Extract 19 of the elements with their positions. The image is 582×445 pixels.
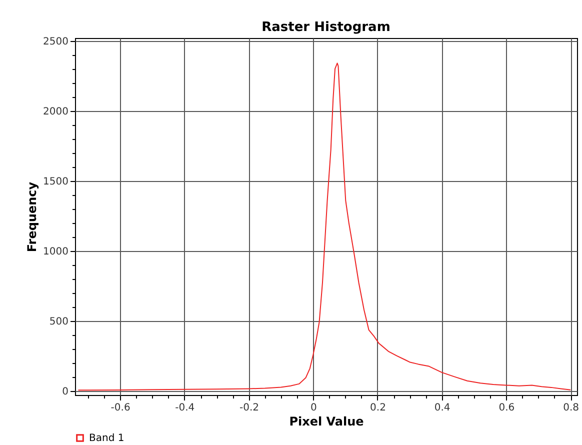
y-tick-label: 1500	[43, 176, 68, 188]
y-tick-label: 0	[62, 386, 68, 398]
legend-label: Band 1	[89, 433, 124, 444]
x-tick-label: 0.8	[563, 402, 580, 414]
y-tick-label: 1000	[43, 246, 68, 258]
x-tick-label: -0.6	[110, 402, 130, 414]
x-tick-label: -0.4	[175, 402, 195, 414]
x-tick-label: 0	[310, 402, 317, 414]
x-axis-title: Pixel Value	[289, 414, 364, 428]
y-axis-title: Frequency	[25, 182, 40, 252]
x-tick-label: 0.6	[498, 402, 515, 414]
y-tick-label: 2000	[43, 106, 68, 118]
x-tick-label: 0.4	[434, 402, 450, 414]
y-tick-label: 500	[49, 316, 68, 328]
y-tick-label: 2500	[43, 36, 68, 48]
x-tick-label: 0.2	[370, 402, 386, 414]
line-series	[78, 62, 572, 391]
chart-title: Raster Histogram	[262, 20, 390, 35]
x-tick-label: -0.2	[240, 402, 260, 414]
